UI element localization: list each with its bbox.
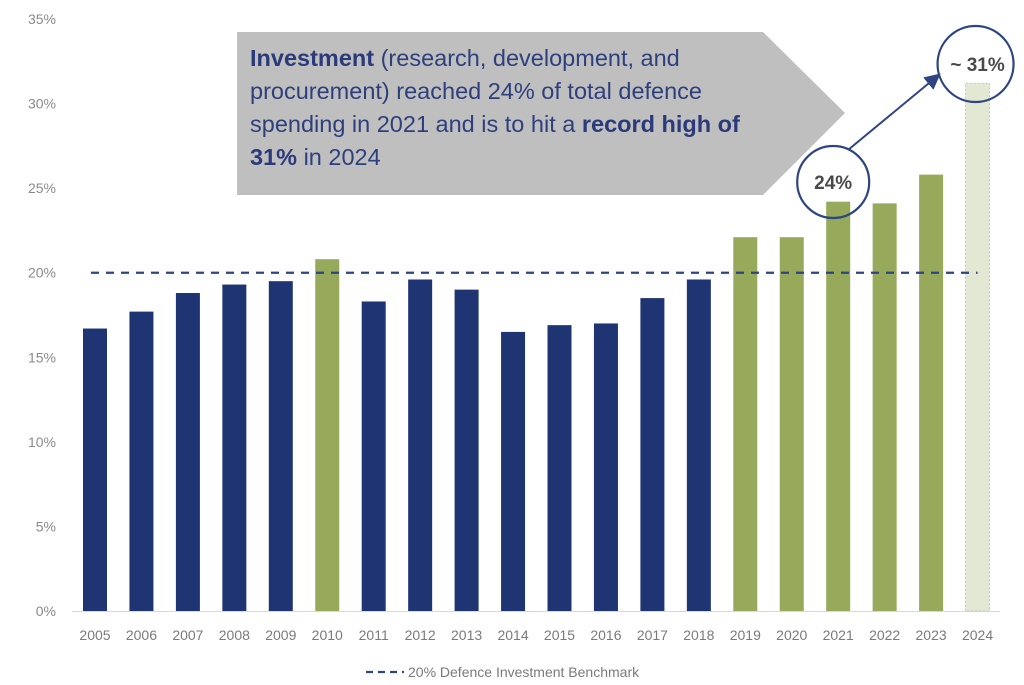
bar-2019 bbox=[733, 237, 758, 612]
bar-2005 bbox=[83, 328, 107, 611]
bar-2010 bbox=[315, 259, 340, 611]
x-tick-label: 2012 bbox=[405, 627, 436, 643]
x-tick-label: 2013 bbox=[451, 627, 482, 643]
bar-2018 bbox=[686, 279, 711, 611]
callout-text-1: (research, development, and procurement)… bbox=[250, 45, 702, 137]
x-tick-label: 2017 bbox=[637, 627, 668, 643]
x-tick-label: 2023 bbox=[916, 627, 947, 643]
annotation-label-2021: 24% bbox=[814, 173, 852, 194]
x-tick-label: 2008 bbox=[219, 627, 250, 643]
bar-2020 bbox=[779, 237, 804, 612]
x-axis: 2005 2006 2007 2008 2009 2010 2011 2012 2013 2014… bbox=[79, 627, 993, 643]
bar-2023 bbox=[919, 174, 944, 611]
bar-2013 bbox=[454, 289, 479, 611]
x-tick-label: 2006 bbox=[126, 627, 157, 643]
callout-bold-investment: Investment bbox=[250, 45, 375, 71]
y-tick-label: 0% bbox=[36, 603, 56, 619]
x-tick-label: 2016 bbox=[590, 627, 621, 643]
x-tick-label: 2019 bbox=[730, 627, 761, 643]
legend: 20% Defence Investment Benchmark bbox=[366, 664, 640, 680]
annotation-circle-2021 bbox=[796, 144, 871, 220]
annotations: 24% ~ 31% bbox=[796, 24, 1015, 220]
y-tick-label: 10% bbox=[28, 434, 56, 450]
trend-arrow bbox=[848, 73, 941, 150]
x-tick-label: 2024 bbox=[962, 627, 993, 643]
y-tick-label: 30% bbox=[28, 96, 56, 112]
callout-text-2: in 2024 bbox=[297, 144, 381, 170]
y-tick-label: 5% bbox=[36, 518, 56, 534]
x-tick-label: 2015 bbox=[544, 627, 575, 643]
bar-2012 bbox=[408, 279, 433, 611]
y-tick-label: 20% bbox=[28, 265, 56, 281]
x-tick-label: 2014 bbox=[497, 627, 528, 643]
x-tick-label: 2009 bbox=[265, 627, 296, 643]
bar-2022 bbox=[872, 203, 897, 611]
y-tick-label: 25% bbox=[28, 180, 56, 196]
bar-2016 bbox=[593, 323, 618, 611]
callout-bold-record: record high of 31% bbox=[250, 111, 740, 170]
annotation-circle-2024 bbox=[936, 24, 1015, 104]
y-tick-label: 35% bbox=[28, 11, 56, 27]
y-tick-label: 15% bbox=[28, 349, 56, 365]
bar-2007 bbox=[175, 293, 200, 611]
bar-2015 bbox=[547, 325, 572, 611]
bar-2021 bbox=[826, 201, 851, 611]
x-tick-label: 2018 bbox=[683, 627, 714, 643]
y-axis: 0% 5% 10% 15% 20% 25% 30% 35% bbox=[28, 11, 56, 619]
x-tick-label: 2022 bbox=[869, 627, 900, 643]
bars bbox=[83, 82, 991, 612]
bar-2009 bbox=[268, 281, 293, 611]
x-tick-label: 2005 bbox=[79, 627, 110, 643]
legend-benchmark-label: 20% Defence Investment Benchmark bbox=[408, 664, 640, 680]
bar-2008 bbox=[222, 284, 247, 611]
callout-arrow-shape bbox=[237, 32, 845, 195]
bar-2017 bbox=[640, 298, 665, 611]
x-tick-label: 2007 bbox=[172, 627, 203, 643]
bar-2006 bbox=[129, 311, 154, 611]
x-tick-label: 2020 bbox=[776, 627, 807, 643]
x-tick-label: 2010 bbox=[312, 627, 343, 643]
annotation-label-2024: ~ 31% bbox=[950, 55, 1005, 76]
bar-2014 bbox=[501, 331, 526, 611]
x-tick-label: 2011 bbox=[359, 627, 389, 643]
callout-text: Investment (research, development, and p… bbox=[250, 42, 770, 174]
x-tick-label: 2021 bbox=[823, 627, 854, 643]
bar-2011 bbox=[361, 301, 386, 611]
bar-2024 bbox=[965, 82, 991, 612]
